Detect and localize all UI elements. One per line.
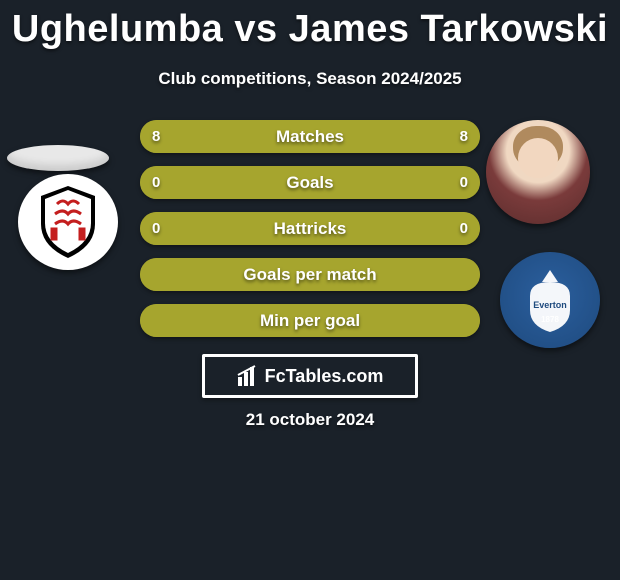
stat-label: Goals [140,173,480,193]
stat-right-value: 0 [460,220,468,237]
stat-right-value: 0 [460,174,468,191]
shield-icon [33,184,103,260]
branding-box: FcTables.com [202,354,418,398]
stat-label: Goals per match [140,265,480,285]
club-right-crest: Everton 1878 [500,252,600,348]
crest-icon: Everton 1878 [510,260,590,340]
stat-bar: Goals per match [140,258,480,291]
stat-right-value: 8 [460,128,468,145]
comparison-bars: 8Matches80Goals00Hattricks0Goals per mat… [140,120,480,350]
stat-bar: 8Matches8 [140,120,480,153]
stat-bar: 0Goals0 [140,166,480,199]
stat-bar: 0Hattricks0 [140,212,480,245]
page-title: Ughelumba vs James Tarkowski [0,0,620,51]
stat-bar: Min per goal [140,304,480,337]
stat-label: Hattricks [140,219,480,239]
page-subtitle: Club competitions, Season 2024/2025 [0,69,620,89]
stat-label: Min per goal [140,311,480,331]
svg-text:1878: 1878 [541,315,559,324]
svg-text:Everton: Everton [533,300,567,310]
stat-label: Matches [140,127,480,147]
bar-chart-icon [237,365,259,387]
player-right-avatar [486,122,590,222]
date-text: 21 october 2024 [0,410,620,430]
avatar-placeholder-icon [7,145,109,171]
branding-text: FcTables.com [265,366,384,387]
avatar-photo-icon [486,120,590,224]
club-left-crest [18,174,118,270]
